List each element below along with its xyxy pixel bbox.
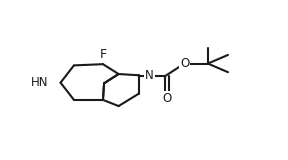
Text: N: N	[145, 69, 154, 82]
Text: HN: HN	[31, 76, 48, 89]
Text: O: O	[163, 92, 172, 105]
Text: O: O	[180, 57, 190, 70]
Text: F: F	[99, 48, 107, 61]
